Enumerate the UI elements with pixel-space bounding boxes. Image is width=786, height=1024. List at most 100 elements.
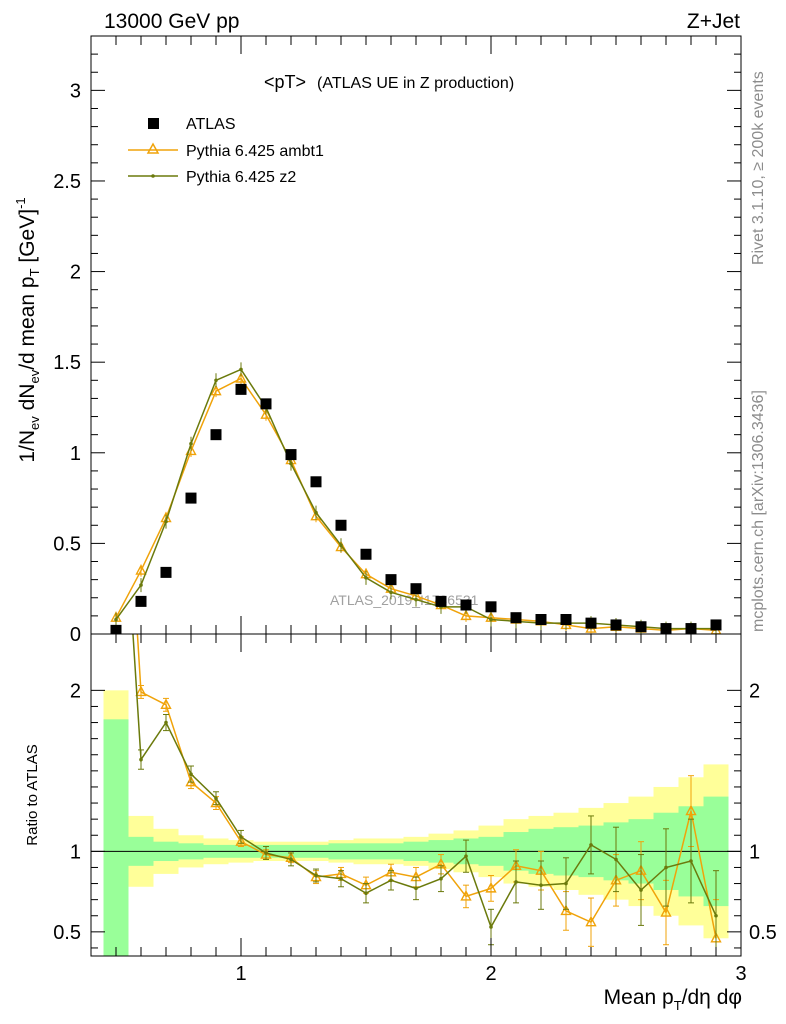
atlas-data-point — [710, 619, 722, 631]
ambt1-ratio-point — [485, 881, 497, 893]
z2-ratio-point — [414, 886, 418, 891]
atlas-data-point — [260, 398, 272, 410]
legend-label-atlas: ATLAS — [186, 116, 236, 133]
xlabel-part-1: Mean p — [604, 986, 674, 1009]
ambt1-point — [235, 371, 247, 383]
atlas-data-point — [285, 449, 297, 461]
ambt1-ratio-point — [685, 804, 697, 816]
main-y-tick-label: 2.5 — [53, 171, 81, 193]
z2-ratio-point — [239, 835, 243, 839]
z2-ratio-point — [664, 865, 668, 870]
main-y-ticks: 0 0.5 1 1.5 2 2.5 3 — [53, 53, 741, 646]
ambt1-point — [460, 609, 472, 621]
atlas-data-point — [360, 548, 372, 560]
z2-ratio-point — [564, 881, 568, 886]
z2-point — [214, 378, 218, 383]
atlas-data-point — [585, 617, 597, 629]
ratio-y-label: Ratio to ATLAS — [24, 744, 41, 845]
legend-label-z2: Pythia 6.425 z2 — [186, 169, 296, 186]
ambt1-point — [135, 564, 147, 575]
ambt1-point — [210, 384, 222, 396]
z2-ratio-point — [264, 851, 268, 855]
main-title-suffix: (ATLAS UE in Z production) — [317, 75, 514, 92]
z2-ratio-point — [114, 367, 118, 371]
atlas-data-point — [485, 601, 497, 613]
header-right: Z+Jet — [687, 10, 740, 33]
x-axis-label: Mean pT/dη dφ — [604, 986, 742, 1013]
z2-ratio-point — [214, 796, 218, 801]
watermark: ATLAS_2019_I1736531 — [330, 592, 479, 608]
legend-marker-atlas — [148, 118, 159, 129]
ambt1-ratio-point — [560, 904, 572, 916]
series-atlas-data — [110, 383, 722, 634]
main-y-tick-label: 0 — [70, 624, 81, 646]
xlabel-part-2: /dη dφ — [682, 986, 742, 1009]
z2-ratio-point — [539, 883, 543, 887]
z2-ratio-point — [314, 873, 318, 878]
z2-ratio-point — [464, 854, 468, 858]
rivet-label: Rivet 3.1.10, ≥ 200k events — [750, 71, 767, 265]
ylabel-part-1: 1/N — [16, 430, 39, 463]
ylabel-sub-2: ev — [27, 369, 42, 383]
main-y-label: 1/Nev dNev/d mean pT [GeV]-1 — [13, 197, 42, 462]
ambt1-ratio-point — [185, 775, 197, 787]
band-inner-bin — [103, 719, 129, 956]
xlabel-sub: T — [674, 998, 682, 1013]
z2-ratio-point — [389, 878, 393, 883]
atlas-data-point — [435, 595, 447, 607]
ylabel-part-3: /d mean p — [16, 276, 39, 369]
ylabel-sup: -1 — [13, 197, 28, 209]
ambt1-ratio-point — [235, 835, 247, 846]
ratio-x-tick-label: 1 — [235, 963, 246, 985]
z2-point — [414, 597, 418, 602]
ylabel-part-2: dN — [16, 384, 39, 417]
ambt1-ratio-point — [112, 283, 121, 292]
z2-point — [339, 543, 343, 548]
z2-ratio-point — [514, 880, 518, 884]
ratio-y-tick-label: 2 — [70, 680, 81, 702]
mcplots-label: mcplots.cern.ch [arXiv:1306.3436] — [750, 390, 767, 632]
legend: ATLAS Pythia 6.425 ambt1 Pythia 6.425 z2 — [128, 116, 324, 186]
atlas-data-point — [410, 583, 422, 595]
ambt1-ratio-point — [135, 685, 147, 697]
z2-ratio-point — [139, 757, 143, 762]
ratio-x-tick-label: 3 — [735, 963, 746, 985]
ambt1-ratio-point — [160, 698, 172, 710]
z2-point — [289, 461, 293, 466]
main-y-tick-label: 0.5 — [53, 533, 81, 555]
ylabel-sub-1: ev — [27, 416, 42, 430]
main-x-ticks — [115, 36, 742, 634]
atlas-data-point — [560, 614, 572, 626]
ratio-y-tick-label: 0.5 — [53, 922, 81, 944]
atlas-data-point — [310, 476, 322, 488]
main-y-tick-label: 1 — [70, 443, 81, 465]
ratio-y-tick-label-right: 2 — [749, 680, 760, 702]
z2-ratio-point — [639, 888, 643, 892]
atlas-data-point — [610, 619, 622, 631]
ylabel-sub-3: T — [27, 268, 42, 276]
z2-point — [364, 576, 368, 580]
atlas-data-point — [635, 621, 647, 633]
z2-ratio-point — [364, 891, 368, 896]
ratio-x-tick-label: 2 — [485, 963, 496, 985]
z2-point — [164, 519, 168, 524]
z2-point — [139, 583, 143, 587]
ratio-frame — [90, 633, 742, 957]
z2-ratio-point — [289, 857, 293, 862]
z2-ratio-point — [439, 876, 443, 881]
ambt1-ratio-point — [585, 915, 597, 927]
z2-ratio-point — [714, 913, 718, 918]
z2-point — [314, 510, 318, 515]
ylabel-unit: [GeV] — [16, 209, 39, 269]
z2-point — [114, 617, 118, 622]
atlas-data-point — [235, 383, 247, 395]
ratio-y-tick-label-right: 0.5 — [749, 922, 777, 944]
atlas-data-point — [685, 623, 697, 634]
atlas-data-point — [385, 574, 397, 586]
atlas-data-point — [660, 623, 672, 634]
atlas-data-point — [460, 599, 472, 611]
atlas-data-point — [135, 595, 147, 607]
ratio-panel: 0.5 0.5 1 1 2 2 1 2 3 Ratio to ATLAS Mean pT/dη … — [24, 283, 777, 1013]
atlas-data-point — [210, 429, 222, 441]
